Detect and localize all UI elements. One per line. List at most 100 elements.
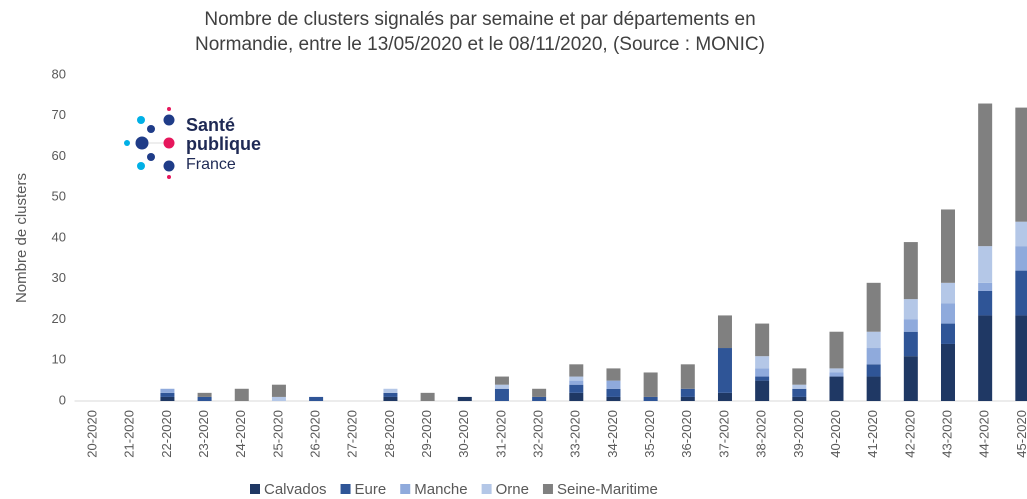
legend-label: Manche: [414, 481, 467, 498]
x-tick-label: 34-2020: [605, 410, 620, 458]
bar-segment: [271, 396, 286, 401]
bar-segment: [755, 356, 770, 369]
logo-text: publique: [186, 134, 261, 154]
logo-text: Santé: [186, 115, 235, 135]
legend-swatch: [250, 484, 260, 494]
x-tick-label: 20-2020: [85, 410, 100, 458]
bar-segment: [606, 368, 621, 381]
legend-swatch: [542, 484, 553, 494]
bar-segment: [569, 376, 584, 381]
bar-segment: [978, 282, 993, 291]
bar-segment: [457, 396, 472, 401]
bar-segment: [829, 372, 844, 377]
x-tick-label: 26-2020: [308, 410, 323, 458]
bar-segment: [978, 103, 993, 247]
y-tick-label: 80: [52, 66, 66, 81]
legend-swatch: [340, 484, 351, 494]
bar-segment: [680, 364, 695, 389]
x-tick-label: 31-2020: [493, 410, 508, 458]
x-tick-label: 39-2020: [791, 410, 806, 458]
x-tick-label: 28-2020: [382, 410, 397, 458]
bar-segment: [755, 368, 770, 377]
y-tick-label: 20: [52, 311, 66, 326]
x-tick-label: 33-2020: [568, 410, 583, 458]
bar-segment: [569, 380, 584, 385]
x-tick-label: 37-2020: [716, 410, 731, 458]
x-tick-label: 44-2020: [977, 410, 992, 458]
y-tick-label: 60: [52, 148, 66, 163]
x-tick-label: 30-2020: [456, 410, 471, 458]
logo-dot: [163, 160, 175, 172]
x-tick-label: 21-2020: [122, 410, 137, 458]
chart-title: Normandie, entre le 13/05/2020 et le 08/…: [195, 34, 765, 55]
bar-segment: [160, 396, 175, 401]
x-tick-label: 40-2020: [828, 410, 843, 458]
bar-segment: [606, 396, 621, 401]
bar-segment: [866, 348, 881, 365]
bar-segment: [755, 323, 770, 357]
bar-segment: [160, 392, 175, 397]
bar-segment: [1015, 315, 1027, 401]
bar-segment: [866, 364, 881, 377]
x-tick-label: 29-2020: [419, 410, 434, 458]
logo-dot: [167, 175, 171, 179]
y-tick-label: 50: [52, 189, 66, 204]
bar-segment: [160, 388, 175, 393]
bar-segment: [1015, 221, 1027, 247]
bar-segment: [866, 282, 881, 332]
bar-segment: [792, 384, 807, 389]
y-tick-label: 10: [52, 352, 66, 367]
bar-segment: [197, 392, 212, 397]
x-tick-label: 22-2020: [159, 410, 174, 458]
x-tick-label: 35-2020: [642, 410, 657, 458]
bar-segment: [494, 388, 509, 401]
y-tick-label: 70: [52, 107, 66, 122]
logo-dot: [167, 107, 171, 111]
bar-segment: [792, 368, 807, 385]
x-tick-label: 25-2020: [270, 410, 285, 458]
x-tick-label: 41-2020: [865, 410, 880, 458]
x-tick-label: 24-2020: [233, 410, 248, 458]
bar-segment: [271, 384, 286, 397]
bar-segment: [903, 319, 918, 332]
bar-segment: [197, 396, 212, 401]
legend-swatch: [481, 484, 492, 494]
bar-segment: [420, 392, 435, 401]
bar-segment: [717, 315, 732, 349]
logo-text: France: [186, 156, 236, 173]
bar-segment: [755, 380, 770, 401]
bar-segment: [383, 392, 398, 397]
legend-label: Orne: [496, 481, 529, 498]
logo-dot: [124, 140, 130, 146]
x-tick-label: 32-2020: [531, 410, 546, 458]
bar-segment: [1015, 270, 1027, 316]
x-tick-label: 43-2020: [939, 410, 954, 458]
bar-segment: [383, 396, 398, 401]
logo-dot: [147, 125, 155, 133]
bar-segment: [903, 242, 918, 300]
bar-segment: [978, 246, 993, 283]
bar-segment: [940, 282, 955, 304]
bar-segment: [792, 388, 807, 397]
bar-segment: [866, 376, 881, 401]
bar-segment: [234, 388, 249, 401]
bar-segment: [569, 384, 584, 393]
logo-dot: [137, 116, 145, 124]
y-tick-label: 0: [59, 392, 66, 407]
y-axis-label: Nombre de clusters: [13, 173, 30, 303]
bar-segment: [940, 343, 955, 401]
logo-dot: [147, 153, 155, 161]
bar-segment: [940, 323, 955, 344]
bar-segment: [717, 348, 732, 393]
bar-segment: [903, 356, 918, 401]
x-tick-label: 23-2020: [196, 410, 211, 458]
legend-label: Eure: [355, 481, 387, 498]
x-tick-label: 36-2020: [679, 410, 694, 458]
x-tick-label: 27-2020: [345, 410, 360, 458]
legend-swatch: [400, 484, 411, 494]
bar-segment: [866, 331, 881, 349]
logo-dot: [163, 114, 175, 126]
logo-dot: [137, 162, 145, 170]
y-tick-label: 40: [52, 229, 66, 244]
